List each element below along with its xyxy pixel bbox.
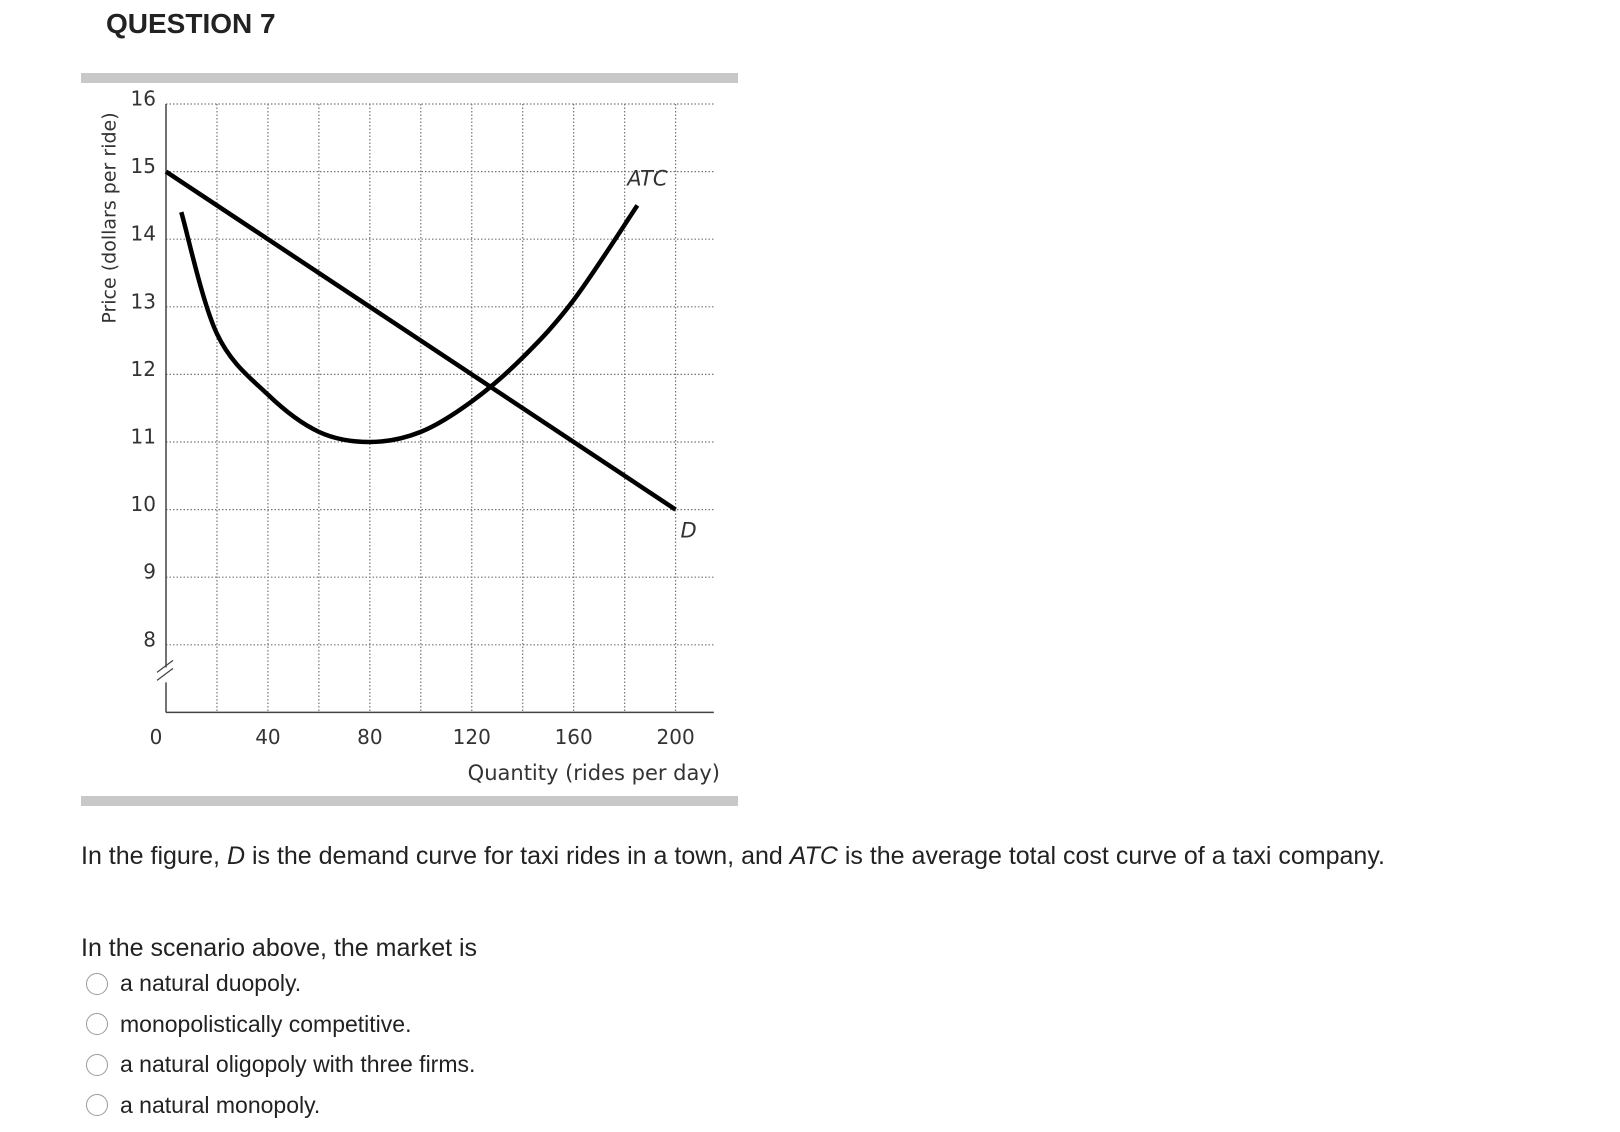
- description-term: ATC: [789, 842, 838, 870]
- series-label: ATC: [625, 166, 668, 190]
- series-line: [164, 169, 677, 512]
- question-title: QUESTION 7: [106, 8, 276, 39]
- y-tick-label: 9: [143, 560, 156, 584]
- description-text: is the average total cost curve of a tax…: [837, 842, 1385, 870]
- option-text[interactable]: monopolistically competitive.: [120, 1010, 412, 1037]
- radio-button[interactable]: [86, 1013, 108, 1035]
- description-term: D: [226, 842, 245, 870]
- description-text: In the figure,: [81, 842, 227, 870]
- option[interactable]: a natural duopoly.: [86, 970, 301, 997]
- radio-button[interactable]: [86, 1094, 108, 1116]
- y-tick-label: 10: [131, 492, 156, 516]
- x-tick-label: 0: [150, 725, 163, 749]
- x-tick-label: 80: [357, 725, 382, 749]
- x-axis-title: Quantity (rides per day): [468, 761, 720, 785]
- figure-top-bar: [81, 73, 738, 83]
- option-text[interactable]: a natural monopoly.: [120, 1091, 321, 1118]
- option-text[interactable]: a natural duopoly.: [120, 970, 302, 996]
- radio-button[interactable]: [86, 1053, 108, 1076]
- y-tick-label: 8: [143, 627, 156, 651]
- x-tick-label: 40: [255, 725, 280, 749]
- question-prompt: In the scenario above, the market is: [81, 934, 478, 962]
- description-text: is the demand curve for taxi rides in a …: [245, 842, 790, 870]
- y-tick-label: 14: [131, 222, 156, 246]
- option[interactable]: a natural oligopoly with three firms.: [86, 1051, 475, 1078]
- option-text[interactable]: a natural oligopoly with three firms.: [120, 1051, 476, 1077]
- x-tick-label: 160: [555, 725, 593, 749]
- y-axis-title: Price (dollars per ride): [99, 112, 121, 323]
- x-tick-label: 200: [657, 725, 695, 749]
- option[interactable]: a natural monopoly.: [86, 1092, 320, 1119]
- option[interactable]: monopolistically competitive.: [86, 1011, 411, 1038]
- x-tick-label: 120: [453, 725, 491, 749]
- axis-break: [156, 659, 174, 673]
- radio-button[interactable]: [86, 972, 108, 995]
- series-line: [179, 204, 640, 445]
- series-label: D: [681, 519, 697, 543]
- description: In the figure, D is the demand curve for…: [81, 842, 1385, 871]
- y-tick-label: 16: [131, 87, 156, 111]
- figure-bottom-bar: [81, 796, 738, 806]
- y-tick-label: 11: [131, 425, 156, 449]
- y-tick-label: 13: [131, 289, 156, 313]
- axis-break: [156, 667, 174, 681]
- y-tick-label: 15: [131, 154, 156, 178]
- chart: Price (dollars per ride) Quantity (rides…: [81, 73, 738, 806]
- y-tick-label: 12: [131, 357, 156, 381]
